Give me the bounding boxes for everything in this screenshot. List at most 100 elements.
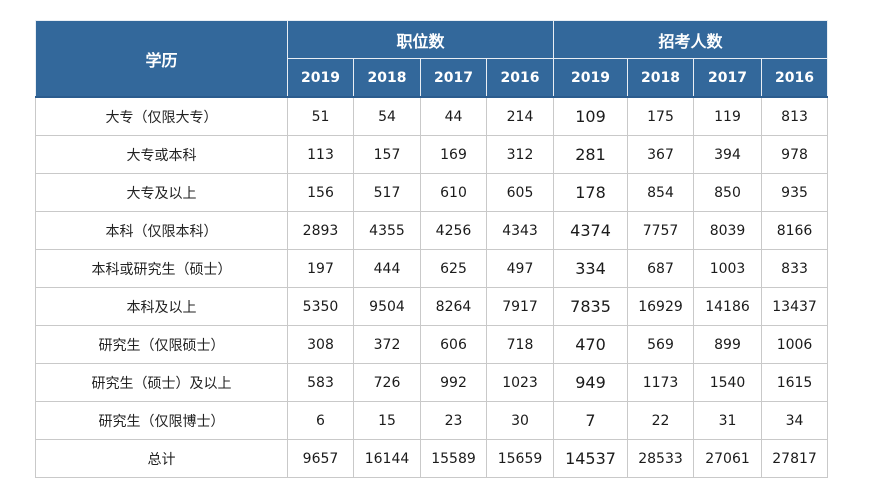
cell-recruits-2018: 569 xyxy=(627,325,695,364)
year-header-positions-2019: 2019 xyxy=(287,58,354,98)
cell-positions-2018: 517 xyxy=(353,173,421,212)
cell-positions-2016: 4343 xyxy=(485,211,555,250)
cell-positions-2017: 4256 xyxy=(420,211,487,250)
cell-recruits-2019: 281 xyxy=(553,135,629,174)
education-level-label: 本科及以上 xyxy=(35,287,288,326)
cell-positions-2018: 54 xyxy=(353,96,421,136)
table-row: 本科及以上 5350 9504 8264 7917 7835 16929 141… xyxy=(35,287,829,326)
cell-recruits-2019: 949 xyxy=(553,363,629,402)
cell-recruits-2016: 8166 xyxy=(761,211,829,250)
cell-recruits-2018: 1173 xyxy=(627,363,695,402)
cell-recruits-2019: 4374 xyxy=(553,211,629,250)
education-level-label: 研究生（硕士）及以上 xyxy=(35,363,288,402)
education-level-label: 本科或研究生（硕士） xyxy=(35,249,288,288)
education-level-label: 大专或本科 xyxy=(35,135,288,174)
total-label: 总计 xyxy=(35,439,288,478)
year-header-recruits-2018: 2018 xyxy=(627,58,695,98)
cell-positions-2017: 606 xyxy=(420,325,487,364)
cell-positions-2018: 4355 xyxy=(353,211,421,250)
cell-positions-2019: 6 xyxy=(287,401,354,440)
cell-positions-2018: 9504 xyxy=(353,287,421,326)
cell-positions-2017: 169 xyxy=(420,135,487,174)
cell-positions-2019: 5350 xyxy=(287,287,354,326)
cell-recruits-2018: 175 xyxy=(627,96,695,136)
education-statistics-table: 学历 职位数 招考人数 2019 2018 2017 2016 2019 201… xyxy=(35,20,829,478)
cell-recruits-2019: 14537 xyxy=(553,439,629,478)
cell-recruits-2019: 109 xyxy=(553,96,629,136)
cell-positions-2019: 156 xyxy=(287,173,354,212)
table-row: 大专（仅限大专） 51 54 44 214 109 175 119 813 xyxy=(35,96,829,136)
cell-positions-2016: 30 xyxy=(485,401,555,440)
cell-positions-2019: 583 xyxy=(287,363,354,402)
cell-positions-2016: 312 xyxy=(485,135,555,174)
education-level-label: 研究生（仅限博士） xyxy=(35,401,288,440)
table-row: 研究生（硕士）及以上 583 726 992 1023 949 1173 154… xyxy=(35,363,829,402)
cell-recruits-2016: 1006 xyxy=(761,325,829,364)
cell-recruits-2019: 7 xyxy=(553,401,629,440)
cell-positions-2019: 9657 xyxy=(287,439,354,478)
column-header-education: 学历 xyxy=(35,20,288,98)
cell-recruits-2016: 27817 xyxy=(761,439,829,478)
cell-recruits-2017: 119 xyxy=(693,96,763,136)
cell-recruits-2019: 334 xyxy=(553,249,629,288)
cell-recruits-2017: 850 xyxy=(693,173,763,212)
cell-positions-2019: 197 xyxy=(287,249,354,288)
cell-recruits-2016: 34 xyxy=(761,401,829,440)
cell-positions-2016: 1023 xyxy=(485,363,555,402)
cell-recruits-2019: 470 xyxy=(553,325,629,364)
cell-recruits-2017: 31 xyxy=(693,401,763,440)
table-body: 大专（仅限大专） 51 54 44 214 109 175 119 813 大专… xyxy=(35,96,829,478)
cell-recruits-2016: 978 xyxy=(761,135,829,174)
education-level-label: 大专（仅限大专） xyxy=(35,96,288,136)
cell-recruits-2019: 7835 xyxy=(553,287,629,326)
header-group-row: 学历 职位数 招考人数 xyxy=(35,20,829,98)
cell-recruits-2017: 899 xyxy=(693,325,763,364)
cell-positions-2017: 8264 xyxy=(420,287,487,326)
year-header-recruits-2016: 2016 xyxy=(761,58,829,98)
cell-positions-2019: 308 xyxy=(287,325,354,364)
year-header-positions-2017: 2017 xyxy=(420,58,487,98)
cell-positions-2017: 44 xyxy=(420,96,487,136)
cell-positions-2018: 372 xyxy=(353,325,421,364)
cell-positions-2018: 15 xyxy=(353,401,421,440)
cell-recruits-2016: 833 xyxy=(761,249,829,288)
education-level-label: 本科（仅限本科） xyxy=(35,211,288,250)
cell-positions-2018: 157 xyxy=(353,135,421,174)
cell-recruits-2018: 367 xyxy=(627,135,695,174)
cell-positions-2017: 625 xyxy=(420,249,487,288)
cell-recruits-2017: 1003 xyxy=(693,249,763,288)
cell-recruits-2018: 28533 xyxy=(627,439,695,478)
cell-positions-2016: 605 xyxy=(485,173,555,212)
year-header-positions-2016: 2016 xyxy=(485,58,555,98)
education-level-label: 大专及以上 xyxy=(35,173,288,212)
cell-positions-2016: 15659 xyxy=(485,439,555,478)
cell-positions-2017: 992 xyxy=(420,363,487,402)
table-row: 研究生（仅限硕士） 308 372 606 718 470 569 899 10… xyxy=(35,325,829,364)
cell-recruits-2016: 813 xyxy=(761,96,829,136)
header-year-row: 2019 2018 2017 2016 2019 2018 2017 2016 xyxy=(36,58,829,98)
cell-positions-2016: 7917 xyxy=(485,287,555,326)
cell-recruits-2018: 22 xyxy=(627,401,695,440)
cell-recruits-2017: 8039 xyxy=(693,211,763,250)
table-header: 学历 职位数 招考人数 2019 2018 2017 2016 2019 201… xyxy=(35,20,829,98)
column-group-recruits: 招考人数 xyxy=(553,20,829,59)
year-header-positions-2018: 2018 xyxy=(353,58,421,98)
table-row: 本科或研究生（硕士） 197 444 625 497 334 687 1003 … xyxy=(35,249,829,288)
cell-positions-2018: 444 xyxy=(353,249,421,288)
table-row: 大专或本科 113 157 169 312 281 367 394 978 xyxy=(35,135,829,174)
table-row: 大专及以上 156 517 610 605 178 854 850 935 xyxy=(35,173,829,212)
cell-positions-2019: 2893 xyxy=(287,211,354,250)
cell-positions-2018: 726 xyxy=(353,363,421,402)
education-level-label: 研究生（仅限硕士） xyxy=(35,325,288,364)
cell-recruits-2016: 1615 xyxy=(761,363,829,402)
cell-recruits-2018: 687 xyxy=(627,249,695,288)
column-group-positions: 职位数 xyxy=(286,20,555,59)
cell-positions-2017: 15589 xyxy=(420,439,487,478)
cell-recruits-2018: 16929 xyxy=(627,287,695,326)
cell-recruits-2017: 394 xyxy=(693,135,763,174)
cell-recruits-2016: 935 xyxy=(761,173,829,212)
cell-positions-2018: 16144 xyxy=(353,439,421,478)
cell-recruits-2018: 7757 xyxy=(627,211,695,250)
cell-positions-2016: 214 xyxy=(485,96,555,136)
